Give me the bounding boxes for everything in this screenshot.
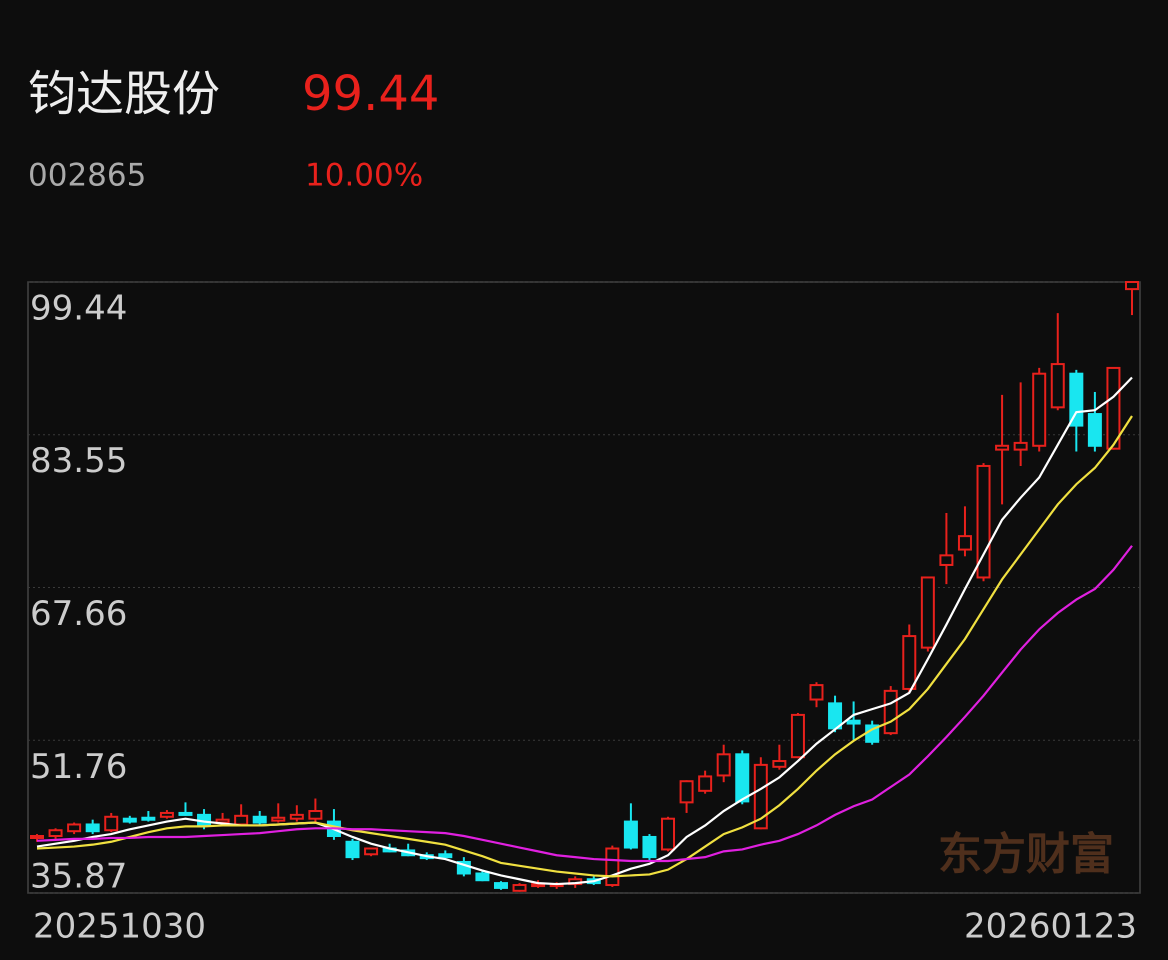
moving-average-line — [36, 376, 1133, 886]
candle-body — [1050, 363, 1065, 409]
x-tick-label: 20260123 — [964, 907, 1137, 947]
candle-body — [85, 823, 100, 833]
candle-body — [475, 872, 490, 882]
candle-body — [234, 814, 249, 826]
y-tick-label: 51.76 — [30, 747, 127, 787]
candle-body — [883, 689, 898, 735]
stock-name: 钧达股份 — [28, 66, 220, 122]
candle-body — [679, 780, 694, 804]
candle-body — [1087, 413, 1102, 447]
candle-body — [289, 813, 304, 820]
candle-body — [716, 753, 731, 777]
candle-body — [902, 635, 917, 690]
candle-body — [735, 753, 750, 803]
candle-body — [995, 444, 1010, 451]
price-change: 10.00% — [305, 158, 423, 194]
candle-body — [271, 816, 286, 822]
candle-body — [920, 576, 935, 649]
candle-body — [252, 815, 267, 824]
y-tick-label: 83.55 — [30, 441, 127, 481]
candle-body — [790, 713, 805, 759]
candle-body — [939, 554, 954, 566]
candle-body — [308, 810, 323, 820]
y-tick-label: 35.87 — [30, 857, 127, 897]
stock-price: 99.44 — [302, 66, 439, 122]
x-tick-label: 20251030 — [33, 907, 206, 947]
candle-body — [159, 811, 174, 818]
candle-body — [512, 884, 527, 892]
y-tick-label: 67.66 — [30, 594, 127, 634]
candle-body — [345, 840, 360, 859]
moving-average-line — [36, 415, 1133, 878]
candle-body — [438, 853, 453, 859]
candle-body — [605, 847, 620, 887]
candle-body — [698, 775, 713, 792]
y-tick-label: 99.44 — [30, 289, 127, 329]
candle-body — [493, 882, 508, 889]
candle-body — [1013, 441, 1028, 451]
candle-body — [48, 829, 63, 838]
candle-body — [642, 835, 657, 859]
candle-body — [828, 702, 843, 730]
candle-body — [1032, 372, 1047, 447]
candle-body — [661, 817, 676, 851]
stock-code: 002865 — [28, 158, 146, 194]
moving-average-line — [36, 545, 1133, 863]
candle-body — [753, 763, 768, 830]
candle-body — [178, 811, 193, 816]
candle-body — [364, 847, 379, 856]
watermark: 东方财富 — [938, 829, 1114, 880]
candle-body — [1106, 366, 1121, 450]
candle-body — [1125, 281, 1139, 291]
candle-body — [846, 719, 861, 725]
candle-body — [30, 835, 44, 840]
candle-body — [122, 817, 137, 823]
candle-body — [104, 815, 119, 832]
candle-body — [141, 816, 156, 821]
candle-body — [957, 535, 972, 551]
candle-body — [772, 760, 787, 768]
candle-body — [67, 823, 82, 833]
candle-body — [809, 684, 824, 701]
candle-body — [623, 820, 638, 849]
